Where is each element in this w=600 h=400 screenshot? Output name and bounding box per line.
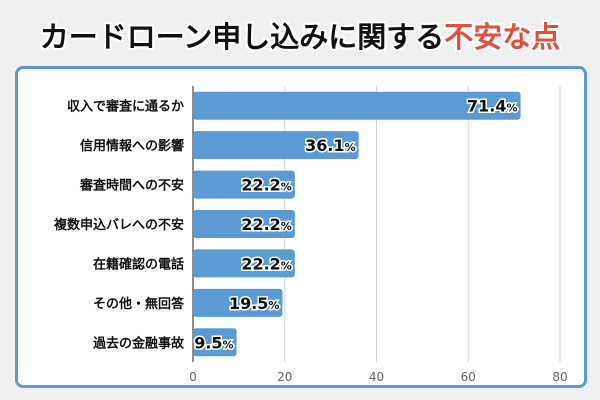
data-label-unit: % — [345, 141, 356, 154]
data-label: 36.1% — [305, 136, 356, 155]
data-label-unit: % — [281, 181, 292, 194]
data-label-unit: % — [507, 102, 518, 115]
bar — [193, 210, 295, 238]
page-title: カードローン申し込みに関する不安な点 — [0, 14, 600, 56]
data-label-unit: % — [281, 220, 292, 233]
bar — [193, 131, 359, 160]
category-label: 複数申込バレへの不安 — [53, 217, 184, 233]
data-label-value: 71.4 — [467, 97, 506, 116]
data-label: 9.5% — [194, 333, 233, 352]
data-label: 71.4% — [467, 97, 518, 116]
bar — [193, 91, 521, 120]
x-tick-label: 0 — [189, 370, 197, 384]
data-label-value: 9.5 — [194, 333, 222, 352]
category-label: その他・無回答 — [93, 296, 185, 312]
data-label: 19.5% — [229, 294, 280, 313]
title-main: カードローン申し込みに関する — [39, 20, 445, 54]
data-label-value: 22.2 — [241, 215, 280, 234]
category-label: 審査時間への不安 — [79, 178, 184, 194]
category-label: 在籍確認の電話 — [93, 256, 184, 272]
bar — [193, 288, 283, 317]
data-label: 22.2% — [241, 254, 292, 273]
data-label-value: 22.2 — [241, 176, 280, 195]
category-label: 過去の金融事故 — [92, 335, 185, 351]
data-label: 22.2% — [241, 215, 292, 234]
x-tick-label: 20 — [277, 370, 292, 384]
title-accent: 不安な点 — [444, 20, 561, 54]
x-tick-label: 40 — [369, 370, 384, 384]
data-label-unit: % — [281, 259, 292, 272]
category-label: 収入で審査に通るか — [67, 99, 184, 115]
x-tick-label: 60 — [461, 370, 476, 384]
data-label-value: 22.2 — [241, 254, 280, 273]
data-label-unit: % — [268, 299, 279, 312]
data-label-value: 36.1 — [305, 136, 344, 155]
category-label: 信用情報への影響 — [80, 138, 184, 154]
data-label-unit: % — [223, 338, 234, 351]
bar — [193, 170, 295, 199]
data-label: 22.2% — [241, 176, 292, 195]
bar — [193, 328, 237, 357]
bar — [193, 249, 295, 278]
data-label-value: 19.5 — [229, 294, 268, 313]
x-tick-label: 80 — [552, 370, 567, 384]
